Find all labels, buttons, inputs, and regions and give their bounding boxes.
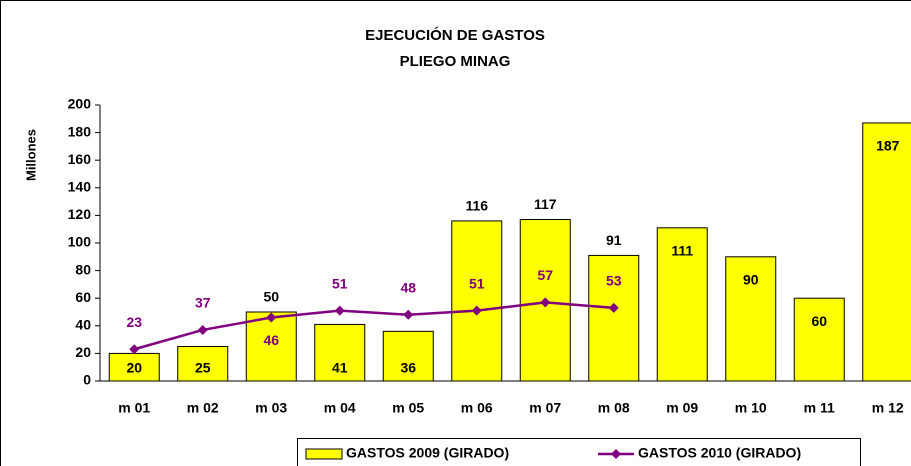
- y-tick-label: 80: [75, 261, 91, 277]
- x-tick-label: m 11: [804, 400, 835, 416]
- line-value-label: 48: [400, 279, 416, 295]
- bar: [451, 220, 503, 382]
- line-value-label: 57: [537, 267, 553, 283]
- bar-value-label: 91: [606, 232, 622, 248]
- legend-label: GASTOS 2010 (GIRADO): [638, 445, 801, 461]
- line-value-label: 51: [469, 275, 485, 291]
- line-marker: [129, 344, 140, 355]
- y-tick-label: 20: [75, 344, 91, 360]
- x-tick-label: m 12: [872, 400, 904, 416]
- line-value-label: 51: [332, 275, 348, 291]
- chart-title: EJECUCIÓN DE GASTOS: [365, 26, 545, 44]
- line-value-label: 23: [126, 314, 142, 330]
- legend-swatch: [305, 448, 343, 460]
- bar: [314, 323, 366, 382]
- x-tick-label: m 01: [118, 400, 150, 416]
- bar: [793, 297, 845, 382]
- bar-value-label: 60: [811, 313, 827, 329]
- bar-value-label: 50: [263, 289, 279, 305]
- legend-label: GASTOS 2009 (GIRADO): [346, 445, 509, 461]
- x-tick-label: m 05: [392, 400, 424, 416]
- line-value-label: 53: [606, 273, 622, 289]
- chart-subtitle: PLIEGO MINAG: [400, 53, 511, 70]
- line-value-label: 46: [263, 332, 279, 348]
- bar-value-label: 41: [332, 360, 348, 376]
- bar: [382, 330, 434, 382]
- bar: [588, 254, 640, 382]
- bar-value-label: 111: [671, 243, 693, 259]
- line-marker: [266, 312, 277, 323]
- legend-marker: [611, 449, 621, 459]
- line-marker: [334, 305, 345, 316]
- bar-value-label: 117: [534, 196, 557, 212]
- bar-value-label: 25: [195, 360, 211, 376]
- y-axis-label: Millones: [23, 129, 38, 181]
- x-tick-label: m 04: [324, 400, 356, 416]
- x-tick-label: m 08: [598, 400, 630, 416]
- x-tick-label: m 09: [666, 400, 698, 416]
- line-marker: [471, 305, 482, 316]
- x-tick-label: m 06: [461, 400, 493, 416]
- line-marker: [608, 302, 619, 313]
- y-tick-label: 100: [68, 234, 92, 250]
- y-tick-label: 40: [75, 317, 91, 333]
- bar: [656, 227, 708, 382]
- y-tick-label: 160: [68, 151, 92, 167]
- legend-frame: [297, 438, 861, 466]
- line: [133, 301, 614, 351]
- plot: 0 20 40 60 80 100 120 140 160 180 200 m 01 m 02 m 03 m…: [68, 96, 911, 416]
- x-tick-label: m 02: [187, 400, 219, 416]
- line-marker: [403, 309, 414, 320]
- y-tick-label: 120: [68, 206, 92, 222]
- y-tick-label: 140: [68, 179, 92, 195]
- line-marker: [197, 324, 208, 335]
- y-tick-label: 200: [68, 96, 92, 112]
- y-tick-label: 180: [68, 123, 92, 139]
- bar-value-label: 20: [126, 360, 142, 376]
- bar-value-label: 187: [876, 138, 900, 154]
- bar: [725, 256, 777, 382]
- legend: GASTOS 2009 (GIRADO) GASTOS 2010 (GIRADO): [297, 438, 861, 466]
- y-tick-label: 0: [83, 372, 91, 388]
- line-marker: [540, 297, 551, 308]
- bar: [245, 311, 297, 382]
- bar: [862, 122, 911, 382]
- x-tick-label: m 07: [529, 400, 561, 416]
- line-value-label: 37: [195, 295, 211, 311]
- bar: [177, 346, 229, 382]
- y-tick-label: 60: [75, 289, 91, 305]
- x-tick-label: m 03: [255, 400, 287, 416]
- bar-value-label: 90: [743, 272, 759, 288]
- x-tick-label: m 10: [735, 400, 767, 416]
- bar-value-label: 36: [400, 360, 416, 376]
- bar-value-label: 116: [465, 198, 488, 214]
